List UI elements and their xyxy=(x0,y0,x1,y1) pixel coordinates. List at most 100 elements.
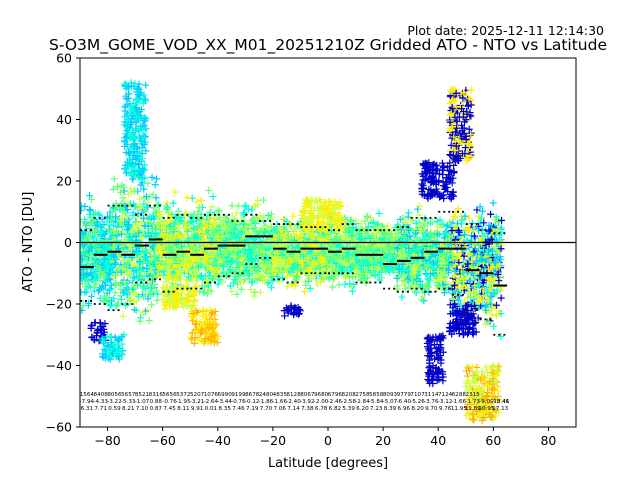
scatter-point xyxy=(152,225,160,233)
scatter-point xyxy=(117,285,125,293)
scatter-point xyxy=(107,285,115,293)
scatter-point xyxy=(117,218,125,226)
scatter-point xyxy=(117,188,125,196)
scatter-point xyxy=(117,295,125,303)
scatter-point xyxy=(200,231,208,239)
scatter-point xyxy=(142,231,150,239)
scatter-point xyxy=(144,179,152,187)
scatter-point xyxy=(80,242,85,250)
scatter-point xyxy=(91,269,99,277)
scatter-point xyxy=(119,194,127,202)
scatter-point xyxy=(120,208,128,216)
scatter-point xyxy=(145,289,153,297)
scatter-point xyxy=(148,260,156,268)
scatter-point xyxy=(150,204,158,212)
scatter-point xyxy=(115,281,123,289)
scatter-point xyxy=(80,206,85,214)
scatter-point xyxy=(103,245,111,253)
scatter-point xyxy=(153,175,161,183)
scatter-point xyxy=(193,198,201,206)
scatter-point xyxy=(87,292,95,300)
scatter-point xyxy=(113,267,121,275)
scatter-point xyxy=(135,258,143,266)
scatter-point xyxy=(84,259,92,267)
scatter-point xyxy=(131,289,139,297)
scatter-point xyxy=(109,222,117,230)
scatter-point xyxy=(117,268,125,276)
scatter-point xyxy=(141,285,149,293)
scatter-point xyxy=(124,221,132,229)
scatter-point xyxy=(162,278,170,286)
scatter-point xyxy=(148,173,156,181)
scatter-point xyxy=(81,276,89,284)
scatter-point xyxy=(98,215,106,223)
scatter-point xyxy=(138,283,146,291)
scatter-point xyxy=(140,185,148,193)
scatter-point xyxy=(162,261,170,269)
scatter-point xyxy=(120,183,128,191)
scatter-point xyxy=(136,317,144,325)
scatter-point xyxy=(81,249,89,257)
scatter-point xyxy=(86,221,94,229)
scatter-point xyxy=(112,213,120,221)
scatter-point xyxy=(86,228,94,236)
scatter-point xyxy=(81,203,89,211)
scatter-point xyxy=(123,225,131,233)
scatter-point xyxy=(131,225,139,233)
scatter-point xyxy=(109,273,117,281)
scatter-point xyxy=(104,275,112,283)
scatter-point xyxy=(90,287,98,295)
scatter-point xyxy=(103,218,111,226)
scatter-point xyxy=(121,301,129,309)
scatter-point xyxy=(107,281,115,289)
scatter-point xyxy=(94,274,102,282)
scatter-point xyxy=(137,204,145,212)
scatter-point xyxy=(127,185,135,193)
scatter-point xyxy=(164,275,172,283)
scatter-point xyxy=(107,215,115,223)
scatter-points xyxy=(80,79,506,425)
scatter-point xyxy=(80,230,87,238)
scatter-point xyxy=(85,247,93,255)
scatter-point xyxy=(134,210,142,218)
scatter-point xyxy=(126,297,134,305)
scatter-point xyxy=(104,225,112,233)
scatter-point xyxy=(201,288,209,296)
scatter-point xyxy=(80,237,85,245)
scatter-point xyxy=(154,200,162,208)
scatter-point xyxy=(113,237,121,245)
scatter-point xyxy=(96,294,104,302)
scatter-point xyxy=(119,312,127,320)
scatter-point xyxy=(88,242,96,250)
scatter-point xyxy=(100,255,108,263)
scatter-point xyxy=(84,238,92,246)
scatter-point xyxy=(109,185,117,193)
scatter-point xyxy=(90,234,98,242)
scatter-point xyxy=(212,214,220,222)
scatter-point xyxy=(131,306,139,314)
scatter-point xyxy=(130,282,138,290)
scatter-point xyxy=(139,214,147,222)
scatter-point xyxy=(80,270,88,278)
scatter-point xyxy=(135,265,143,273)
scatter-point xyxy=(198,281,206,289)
scatter-point xyxy=(140,308,148,316)
scatter-point xyxy=(123,291,131,299)
scatter-point xyxy=(86,192,94,200)
scatter-point xyxy=(203,223,211,231)
scatter-point xyxy=(92,261,100,269)
scatter-point xyxy=(101,230,109,238)
scatter-point xyxy=(97,262,105,270)
scatter-point xyxy=(145,259,153,267)
scatter-point xyxy=(111,289,119,297)
scatter-point xyxy=(130,274,138,282)
scatter-point xyxy=(92,267,100,275)
scatter-point xyxy=(130,267,138,275)
scatter-point xyxy=(132,221,140,229)
scatter-point xyxy=(94,210,102,218)
scatter-point xyxy=(169,199,177,207)
scatter-point xyxy=(110,295,118,303)
scatter-point xyxy=(153,296,161,304)
scatter-point xyxy=(113,301,121,309)
